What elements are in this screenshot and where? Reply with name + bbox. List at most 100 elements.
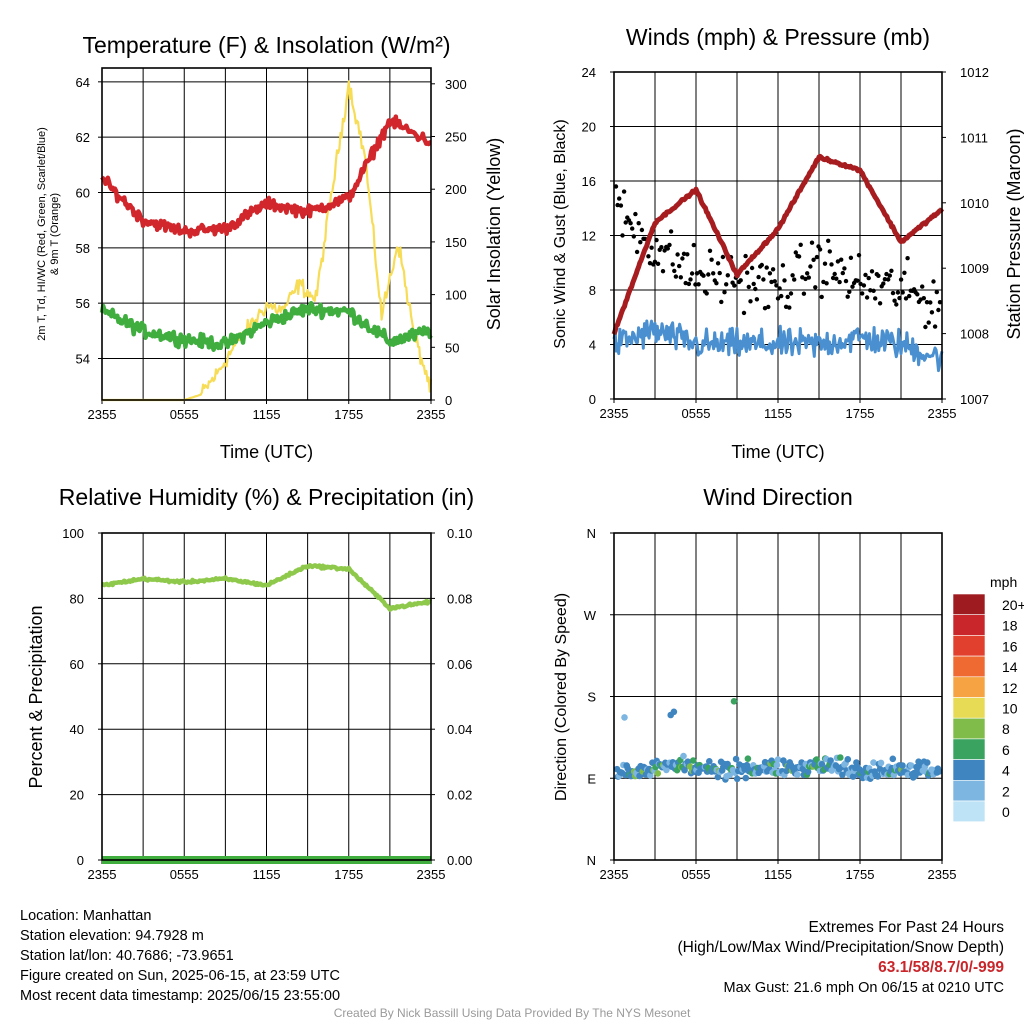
winds-left-tick-label: 4	[589, 338, 596, 353]
gust-point	[860, 291, 865, 296]
gust-point	[928, 300, 933, 305]
gust-point	[707, 248, 713, 253]
gust-point	[706, 272, 711, 277]
winds-right-tick-label: 1008	[960, 327, 989, 342]
gust-point	[724, 282, 729, 287]
gust-point	[689, 271, 695, 276]
temperature-x-tick-label: 2355	[417, 407, 446, 422]
gust-point	[876, 273, 881, 278]
speed-legend-label: 6	[1002, 742, 1010, 758]
gust-point	[915, 292, 920, 297]
temperature-x-tick-label: 2355	[88, 407, 117, 422]
winds-right-tick-label: 1007	[960, 392, 989, 407]
gust-point	[753, 286, 758, 292]
gust-point	[613, 184, 619, 189]
speed-legend-swatch	[952, 697, 986, 719]
gust-point	[715, 261, 721, 266]
gust-point	[615, 202, 620, 208]
winds-x-tick-label: 2355	[600, 406, 629, 421]
winds-x-tick-label: 1155	[764, 406, 792, 421]
gust-point	[774, 283, 779, 288]
direction-point	[654, 770, 662, 777]
gust-point	[887, 273, 892, 278]
speed-legend-label: 2	[1002, 783, 1010, 799]
direction-point	[733, 775, 741, 783]
humidity-right-tick-label: 0.08	[447, 591, 472, 606]
temperature-right-tick-label: 150	[445, 235, 467, 250]
gust-point	[814, 254, 820, 260]
temperature-right-tick-label: 300	[445, 77, 467, 92]
gust-point	[634, 249, 640, 255]
gust-point	[824, 281, 829, 286]
gust-point	[848, 255, 854, 260]
gust-point	[659, 245, 664, 250]
gust-point	[685, 252, 690, 257]
gust-point	[621, 189, 627, 194]
winds-left-tick-label: 20	[582, 120, 596, 135]
gust-point	[890, 290, 896, 296]
gust-point	[826, 238, 831, 243]
gust-point	[623, 220, 628, 225]
gust-point	[751, 281, 756, 287]
humidity-right-tick-label: 0.02	[447, 788, 472, 803]
gust-point	[618, 203, 624, 208]
gust-point	[886, 277, 891, 282]
humidity-x-tick-label: 2355	[417, 867, 446, 882]
gust-point	[701, 273, 706, 278]
gust-point	[631, 234, 636, 239]
pressure-line	[611, 153, 945, 335]
gust-point	[894, 302, 899, 307]
direction-point	[742, 774, 750, 782]
winds-x-tick-label: 0555	[682, 406, 711, 421]
gust-point	[832, 271, 837, 277]
gust-point	[766, 304, 771, 310]
gust-point	[900, 290, 905, 295]
gust-point	[678, 275, 683, 280]
gust-point	[936, 307, 941, 313]
humidity-x-tick-label: 2355	[88, 867, 117, 882]
direction-left-tick-label: S	[587, 690, 596, 705]
temperature-left-tick-label: 60	[76, 186, 90, 201]
temperature-right-tick-label: 0	[445, 393, 452, 408]
gust-point	[808, 264, 813, 269]
humidity-frame	[101, 532, 432, 861]
gust-point	[921, 296, 926, 301]
gust-point	[772, 279, 777, 284]
gust-point	[646, 254, 651, 259]
gust-point	[759, 262, 764, 268]
direction-point	[804, 768, 812, 776]
direction-x-tick-label: 0555	[682, 867, 711, 882]
gust-point	[677, 263, 682, 269]
winds-title: Winds (mph) & Pressure (mb)	[626, 24, 930, 50]
gust-point	[709, 257, 714, 262]
speed-legend-label: 18	[1002, 618, 1018, 634]
gust-point	[834, 276, 839, 281]
direction-point	[794, 771, 801, 778]
direction-point	[849, 773, 857, 780]
speed-legend-swatch	[952, 655, 986, 678]
gust-point	[806, 275, 811, 280]
gust-point	[787, 305, 792, 310]
humidity-left-tick-label: 100	[62, 526, 84, 541]
gust-point	[665, 246, 670, 251]
direction-point	[907, 762, 915, 769]
temperature-right-tick-label: 200	[445, 182, 467, 197]
extremes-values: 63.1/58/8.7/0/-999	[878, 959, 1004, 976]
humidity-x-tick-label: 1155	[253, 867, 281, 882]
gust-point	[777, 286, 782, 291]
temperature-left-tick-label: 62	[76, 130, 90, 145]
gust-point	[884, 271, 889, 277]
humidity-x-tick-label: 0555	[170, 867, 199, 882]
gust-point	[686, 281, 692, 287]
winds-left-tick-label: 12	[582, 229, 596, 244]
gust-point	[775, 296, 781, 301]
speed-legend-label: 14	[1002, 659, 1018, 675]
temperature-line	[100, 114, 433, 239]
winds-right-tick-label: 1012	[960, 65, 989, 80]
gust-point	[785, 294, 790, 300]
speed-legend-label: 8	[1002, 721, 1010, 737]
gust-point	[769, 279, 774, 285]
temperature-left-tick-label: 58	[76, 241, 90, 256]
created-text: Figure created on Sun, 2025-06-15, at 23…	[20, 968, 340, 984]
